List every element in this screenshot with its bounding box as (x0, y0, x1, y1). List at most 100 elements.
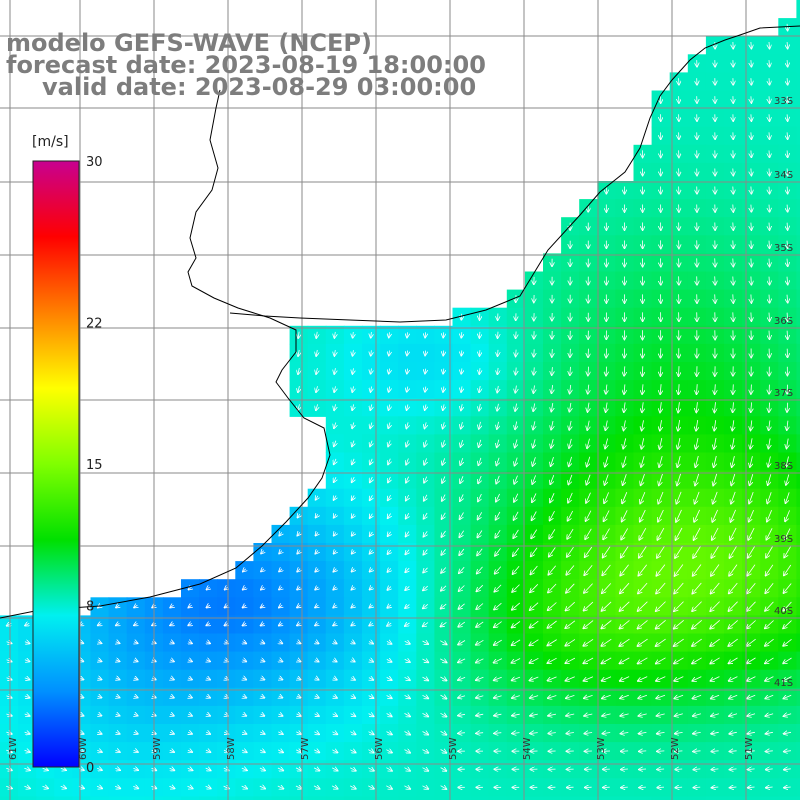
wind-cell (615, 796, 635, 800)
wind-cell (506, 506, 526, 526)
wind-cell (796, 325, 800, 345)
wind-cell (362, 524, 381, 544)
wind-cell (724, 524, 743, 544)
wind-cell (796, 0, 800, 19)
wind-cell (561, 597, 580, 616)
wind-cell (796, 597, 800, 616)
wind-cell (742, 524, 761, 544)
wind-arrow (570, 366, 571, 375)
wind-cell (470, 651, 490, 671)
wind-cell (615, 506, 635, 526)
wind-arrow (733, 168, 734, 176)
wind-cell (488, 597, 508, 616)
wind-cell (796, 380, 800, 399)
wind-arrow (769, 168, 770, 176)
wind-arrow (733, 222, 734, 231)
wind-cell (543, 796, 562, 800)
wind-cell (543, 524, 562, 544)
wind-cell (325, 488, 345, 508)
wind-arrow (606, 348, 607, 358)
wind-cell (452, 597, 472, 616)
wind-arrow (751, 312, 752, 322)
wind-cell (398, 579, 417, 598)
wind-cell (796, 36, 800, 55)
wind-arrow (407, 350, 408, 356)
wind-arrow (694, 787, 701, 788)
wind-arrow (787, 132, 788, 139)
wind-arrow (552, 349, 553, 357)
wind-cell (724, 796, 743, 800)
wind-arrow (498, 349, 499, 356)
wind-cell (669, 561, 689, 580)
wind-cell (796, 108, 800, 128)
wind-cell (398, 561, 417, 580)
wind-cell (325, 579, 345, 598)
longitude-label: 53W (596, 737, 607, 760)
wind-arrow (769, 132, 770, 139)
wind-cell (18, 796, 37, 800)
wind-cell (452, 651, 472, 671)
wind-arrow (769, 150, 770, 158)
wind-cell (307, 506, 327, 526)
wind-cell (579, 579, 598, 598)
wind-cell (524, 633, 544, 653)
wind-arrow (733, 204, 734, 212)
wind-arrow (352, 368, 353, 374)
wind-cell (380, 506, 399, 526)
wind-cell (488, 488, 508, 508)
valid-date: valid date: 2023-08-29 03:00:00 (42, 73, 477, 101)
wind-arrow (621, 751, 629, 752)
wind-cell (416, 524, 435, 544)
wind-cell (597, 633, 616, 653)
wind-cell (760, 543, 779, 562)
wind-cell (705, 561, 725, 580)
wind-cell (488, 651, 508, 671)
wind-cell (199, 796, 218, 800)
wind-cell (362, 506, 381, 526)
wind-arrow (497, 367, 498, 374)
wind-cell (687, 597, 707, 616)
wind-cell (742, 796, 761, 800)
wind-cell (561, 561, 580, 580)
wind-arrow (787, 312, 788, 321)
wind-cell (615, 633, 635, 653)
wind-arrow (787, 258, 788, 267)
wind-arrow (443, 368, 444, 374)
wind-cell (615, 524, 635, 544)
wind-arrow (769, 312, 770, 321)
wind-cell (687, 633, 707, 653)
wind-cell (325, 524, 345, 544)
latitude-label: 37S (774, 388, 793, 399)
wind-arrow (787, 222, 788, 230)
wind-arrow (751, 78, 752, 85)
wind-arrow (606, 366, 607, 376)
wind-cell (705, 796, 725, 800)
wind-cell (307, 597, 327, 616)
wind-cell (705, 633, 725, 653)
longitude-label: 57W (300, 737, 311, 760)
wind-cell (452, 796, 472, 800)
wind-cell (343, 561, 363, 580)
wind-cell (561, 524, 580, 544)
wind-arrow (334, 331, 335, 338)
wind-arrow (787, 78, 788, 85)
wind-cell (561, 651, 580, 671)
wind-cell (796, 90, 800, 110)
wind-cell (362, 488, 381, 508)
wind-arrow (479, 350, 480, 356)
wind-cell (343, 488, 363, 508)
latitude-label: 33S (774, 96, 793, 107)
wind-cell (796, 162, 800, 182)
wind-cell (108, 597, 128, 616)
wind-cell (506, 633, 526, 653)
wind-cell (380, 597, 399, 616)
wind-cell (36, 796, 55, 800)
wind-arrow (660, 366, 661, 376)
wind-cell (253, 796, 273, 800)
wind-cell (796, 199, 800, 218)
wind-cell (307, 524, 327, 544)
wind-cell (561, 579, 580, 598)
wind-arrow (733, 258, 734, 267)
wind-arrow (298, 331, 299, 338)
